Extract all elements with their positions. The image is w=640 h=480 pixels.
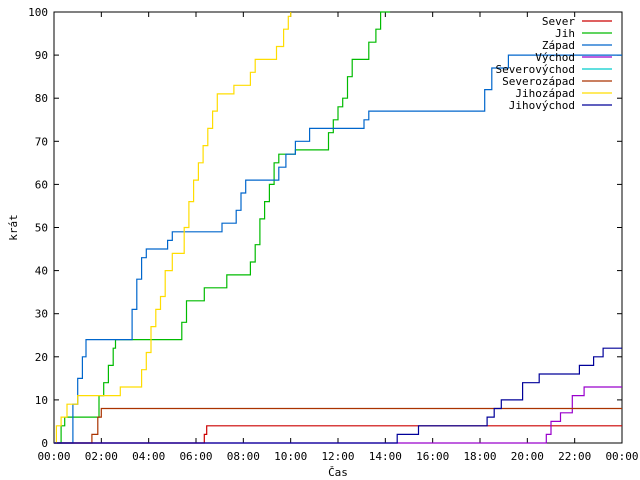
x-tick-label: 14:00 (369, 450, 402, 463)
x-tick-label: 20:00 (511, 450, 544, 463)
legend-label: Sever (542, 15, 575, 28)
x-tick-label: 18:00 (463, 450, 496, 463)
y-tick-label: 100 (28, 6, 48, 19)
x-tick-label: 08:00 (227, 450, 260, 463)
x-axis-label: Čas (328, 466, 348, 479)
legend-label: Jihovýchod (509, 99, 575, 112)
y-tick-label: 20 (35, 351, 48, 364)
series-line (54, 12, 292, 444)
x-tick-label: 06:00 (179, 450, 212, 463)
y-tick-label: 10 (35, 394, 48, 407)
series-line (54, 54, 622, 444)
x-tick-label: 16:00 (416, 450, 449, 463)
y-tick-label: 60 (35, 178, 48, 191)
y-axis: 0 10 20 30 40 50 60 70 80 90 100 (28, 6, 622, 450)
y-tick-label: 0 (41, 437, 48, 450)
y-tick-label: 40 (35, 265, 48, 278)
legend-label: Jihozápad (515, 87, 575, 100)
y-tick-label: 80 (35, 92, 48, 105)
y-tick-label: 90 (35, 49, 48, 62)
legend: SeverJihZápadVýchodSeverovýchodSeverozáp… (496, 15, 612, 112)
series-layer (54, 11, 622, 444)
legend-label: Severovýchod (496, 63, 575, 76)
x-tick-label: 22:00 (558, 450, 591, 463)
x-tick-label: 00:00 (37, 450, 70, 463)
legend-label: Západ (542, 39, 575, 52)
legend-label: Jih (555, 27, 575, 40)
x-tick-label: 04:00 (132, 450, 165, 463)
x-axis: 00:00 02:00 04:00 06:00 08:00 10:00 12:00 14:00… (37, 12, 639, 463)
series-line (54, 386, 622, 444)
legend-label: Východ (535, 51, 575, 64)
y-tick-label: 50 (35, 222, 48, 235)
x-tick-label: 00:00 (605, 450, 638, 463)
legend-label: Severozápad (502, 75, 575, 88)
y-axis-label: krát (7, 214, 20, 241)
y-tick-label: 70 (35, 135, 48, 148)
series-line (54, 347, 622, 444)
y-tick-label: 30 (35, 308, 48, 321)
x-tick-label: 02:00 (85, 450, 118, 463)
x-tick-label: 12:00 (321, 450, 354, 463)
x-tick-label: 10:00 (274, 450, 307, 463)
series-line (54, 11, 391, 444)
